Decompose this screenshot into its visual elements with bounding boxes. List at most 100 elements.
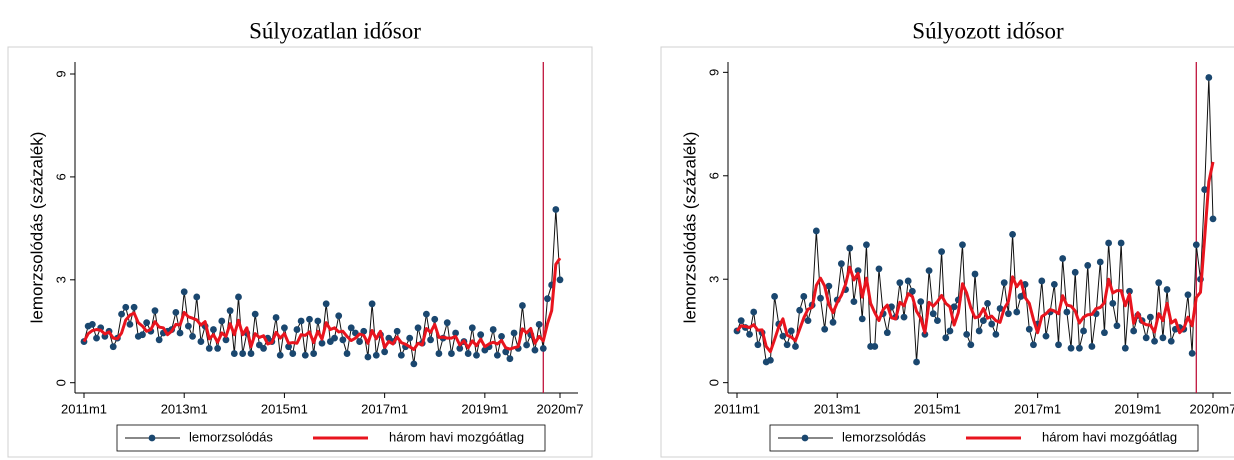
y-tick-label: 0: [706, 379, 721, 386]
panel-border: [660, 46, 1234, 458]
data-point: [189, 333, 196, 340]
legend-label: lemorzsolódás: [842, 429, 926, 444]
data-point: [971, 270, 979, 278]
data-point: [381, 348, 389, 356]
data-point: [1030, 341, 1037, 349]
data-point: [368, 300, 376, 308]
data-point: [792, 343, 799, 350]
data-point: [498, 333, 505, 340]
data-point: [331, 334, 338, 342]
panel-border: [7, 46, 593, 458]
data-point: [214, 345, 222, 352]
data-point: [1151, 337, 1158, 345]
x-tick-label: 2013m1: [814, 401, 861, 416]
data-point: [301, 351, 309, 359]
data-point: [205, 345, 213, 352]
data-point: [1146, 313, 1154, 321]
legend-marker: [801, 434, 809, 442]
data-point: [825, 282, 833, 290]
data-point: [1017, 293, 1025, 300]
data-point: [88, 320, 96, 328]
data-point: [904, 277, 912, 285]
data-point: [364, 353, 372, 361]
data-point: [285, 343, 292, 351]
data-point: [975, 327, 983, 335]
data-point: [410, 360, 418, 368]
data-point: [468, 324, 476, 332]
data-point: [431, 315, 439, 323]
legend-label: három havi mozgóátlag: [1042, 429, 1177, 444]
data-point: [1009, 230, 1016, 238]
x-tick-label: 2017m1: [361, 401, 408, 416]
data-point: [950, 303, 958, 311]
data-point: [1075, 344, 1083, 352]
data-point: [414, 324, 422, 332]
data-point: [1013, 308, 1021, 316]
data-point: [1130, 327, 1138, 335]
data-point: [1159, 334, 1167, 342]
data-point: [452, 329, 460, 337]
data-point: [1109, 299, 1117, 307]
data-point: [281, 324, 288, 332]
data-point: [443, 319, 451, 327]
data-point: [917, 298, 925, 306]
data-point: [858, 315, 866, 323]
data-point: [310, 350, 318, 357]
data-point: [934, 317, 941, 324]
data-point: [1117, 239, 1125, 247]
data-point: [372, 351, 380, 359]
data-point: [155, 336, 163, 344]
data-point: [176, 329, 184, 337]
data-point: [222, 336, 230, 344]
data-point: [502, 348, 510, 356]
data-point: [139, 331, 146, 339]
data-point: [779, 332, 787, 340]
data-point: [322, 300, 330, 308]
data-point: [210, 326, 217, 333]
data-point: [1201, 186, 1209, 193]
data-point: [863, 241, 870, 249]
data-point: [1163, 286, 1171, 293]
y-tick-label: 3: [706, 276, 721, 283]
x-tick-label: 2020m7: [1190, 401, 1234, 416]
data-point: [406, 334, 414, 342]
data-point: [988, 320, 996, 328]
data-point: [1101, 329, 1108, 337]
data-point: [771, 293, 778, 300]
x-tick-label: 2013m1: [161, 401, 208, 416]
x-tick-label: 2019m1: [461, 401, 508, 416]
data-point: [464, 350, 472, 357]
data-point: [804, 317, 812, 324]
data-point: [126, 320, 134, 328]
data-point: [1205, 74, 1213, 81]
data-point: [896, 279, 904, 287]
data-point: [393, 327, 401, 335]
chart-title: Súlyozatlan idősor: [249, 18, 421, 43]
data-point: [297, 317, 305, 325]
data-point: [938, 248, 945, 256]
data-point: [172, 308, 180, 316]
data-point: [1096, 258, 1104, 266]
data-point: [1080, 327, 1087, 335]
data-point: [260, 345, 267, 352]
legend-label: három havi mozgóátlag: [389, 429, 524, 444]
y-tick-label: 3: [53, 276, 68, 283]
y-tick-label: 6: [53, 173, 68, 180]
data-point: [347, 324, 355, 332]
data-point: [552, 206, 560, 213]
data-point: [1167, 337, 1175, 345]
y-axis-label: lemorzsolódás (százalék): [27, 132, 46, 324]
data-point: [1042, 332, 1050, 340]
y-axis-label: lemorzsolódás (százalék): [680, 132, 699, 324]
data-point: [946, 327, 954, 335]
data-point: [519, 302, 526, 309]
data-point: [239, 350, 247, 357]
data-point: [883, 329, 891, 337]
data-point: [535, 320, 543, 328]
x-tick-label: 2017m1: [1014, 401, 1061, 416]
data-point: [1063, 308, 1071, 316]
moving-average-line: [82, 257, 562, 351]
chart-title: Súlyozott idősor: [912, 18, 1064, 43]
data-point: [473, 351, 480, 359]
